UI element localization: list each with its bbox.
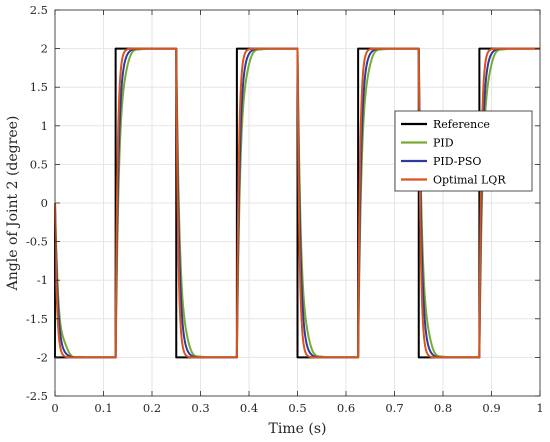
series-line-optimal-lqr (54, 47, 541, 359)
y-tick-label: 1 (41, 119, 48, 133)
tick-labels: 0 0.1 0.2 0.3 0.4 0.5 0.6 0.7 0.8 0.9 1 -2.5 -2 -1.5 -… (26, 3, 544, 415)
y-tick-label: -2 (37, 350, 48, 364)
x-tick-label: 0.3 (191, 401, 209, 415)
x-tick-label: 0.6 (337, 401, 355, 415)
y-tick-label: -0.5 (26, 235, 48, 249)
legend-label-optimal-lqr: Optimal LQR (433, 174, 506, 187)
x-tick-label: 0.5 (288, 401, 306, 415)
legend: Reference PID PID-PSO Optimal LQR (394, 110, 533, 192)
y-tick-label: 0.5 (30, 157, 48, 171)
legend-label-reference: Reference (433, 118, 490, 131)
x-tick-label: 0.8 (434, 401, 452, 415)
legend-label-pid: PID (433, 137, 454, 150)
y-tick-label: 0 (41, 196, 48, 210)
series-layer (54, 47, 541, 359)
y-axis-title: Angle of Joint 2 (degree) (5, 116, 21, 292)
y-tick-label: 2 (41, 42, 48, 56)
x-tick-label: 0.7 (385, 401, 403, 415)
x-tick-label: 0.4 (240, 401, 258, 415)
x-tick-label: 1 (536, 401, 543, 415)
x-tick-label: 0.1 (94, 401, 112, 415)
x-tick-label: 0 (51, 401, 58, 415)
x-tick-label: 0.2 (143, 401, 161, 415)
y-tick-label: -2.5 (26, 389, 48, 403)
y-tick-label: 2.5 (30, 3, 48, 17)
y-tick-label: -1 (37, 273, 48, 287)
x-tick-label: 0.9 (482, 401, 500, 415)
x-axis-title: Time (s) (269, 421, 327, 437)
y-tick-label: 1.5 (30, 80, 48, 94)
legend-label-pid-pso: PID-PSO (433, 155, 481, 168)
y-tick-label: -1.5 (26, 312, 48, 326)
axes (54, 9, 541, 397)
